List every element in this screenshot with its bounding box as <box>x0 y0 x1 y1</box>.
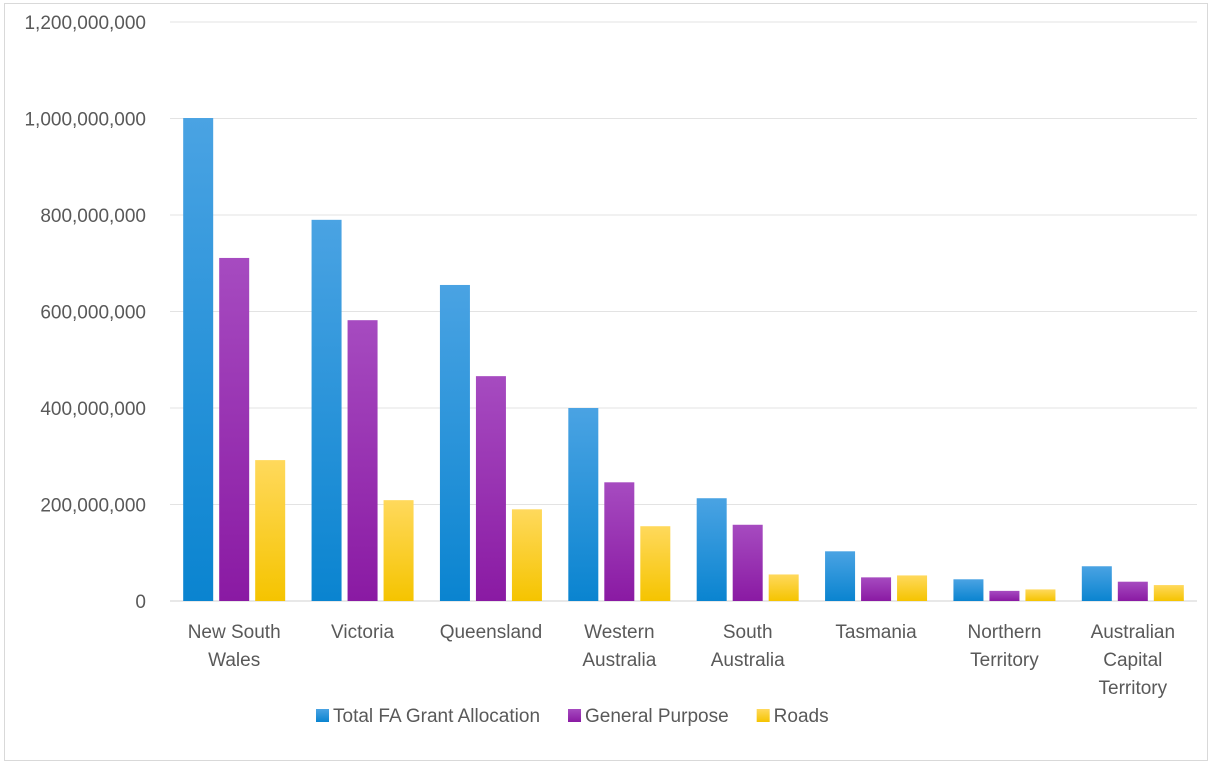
bar-roads <box>768 574 799 601</box>
legend: Total FA Grant Allocation General Purpose… <box>316 706 829 727</box>
x-category-label: South Australia <box>711 622 785 671</box>
y-tick-label: 600,000,000 <box>40 303 146 324</box>
bar-roads <box>255 460 286 601</box>
x-category-label: Australian Capital Territory <box>1091 622 1176 699</box>
y-tick-label: 800,000,000 <box>40 206 146 227</box>
bar-total-fa-grant-allocation <box>183 118 214 601</box>
bar-general-purpose <box>347 320 378 601</box>
legend-swatch <box>756 709 770 722</box>
bar-general-purpose <box>219 257 250 601</box>
x-category-label: Victoria <box>331 622 394 643</box>
legend-label: Roads <box>774 706 829 727</box>
bar-general-purpose <box>1117 581 1148 601</box>
x-category-label: New South Wales <box>188 622 281 671</box>
legend-swatch <box>316 709 329 722</box>
bar-general-purpose <box>732 524 763 601</box>
legend-swatch <box>568 709 582 722</box>
bar-total-fa-grant-allocation <box>825 551 856 601</box>
bar-total-fa-grant-allocation <box>696 498 727 601</box>
bar-total-fa-grant-allocation <box>311 219 342 601</box>
bars <box>183 118 1184 601</box>
bar-roads <box>1153 585 1184 601</box>
bar-roads <box>640 526 671 601</box>
bar-total-fa-grant-allocation <box>439 284 470 601</box>
bar-roads <box>511 509 542 601</box>
y-tick-label: 1,000,000,000 <box>24 110 146 131</box>
bar-total-fa-grant-allocation <box>1081 566 1112 601</box>
x-category-label: Western Australia <box>582 622 656 671</box>
legend-label: Total FA Grant Allocation <box>333 706 540 727</box>
x-category-label: Tasmania <box>835 622 917 643</box>
bar-general-purpose <box>989 590 1020 601</box>
y-tick-label: 400,000,000 <box>40 399 146 420</box>
bar-roads <box>1025 589 1056 601</box>
legend-label: General Purpose <box>585 706 729 727</box>
x-category-label: Northern Territory <box>967 622 1041 671</box>
x-axis-categories: New South Wales Victoria Queensland Western A… <box>188 622 1175 699</box>
bar-total-fa-grant-allocation <box>568 408 599 601</box>
bar-roads <box>897 575 928 601</box>
y-axis-ticks: 0 200,000,000 400,000,000 600,000,000 800,00… <box>24 13 146 613</box>
y-tick-label: 200,000,000 <box>40 496 146 517</box>
bar-general-purpose <box>475 376 506 601</box>
bar-total-fa-grant-allocation <box>953 579 984 601</box>
x-category-label: Queensland <box>440 622 542 643</box>
y-tick-label: 0 <box>135 592 146 613</box>
y-tick-label: 1,200,000,000 <box>24 13 146 34</box>
bar-roads <box>383 500 414 601</box>
bar-general-purpose <box>604 482 635 601</box>
bar-general-purpose <box>861 577 892 601</box>
